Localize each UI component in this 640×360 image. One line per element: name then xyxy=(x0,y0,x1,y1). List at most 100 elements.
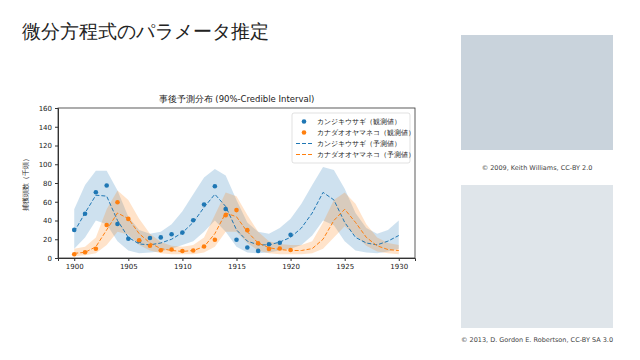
tick-label: 1925 xyxy=(336,263,354,271)
observed-point xyxy=(180,230,185,235)
observed-point xyxy=(169,232,174,237)
tick-mark xyxy=(237,258,238,261)
tick-label: 1900 xyxy=(66,263,84,271)
tick: 1920 xyxy=(282,258,300,271)
chart: 事後予測分布 (90%-Credible Interval) 捕獲頭数（千頭） 19… xyxy=(22,94,416,271)
observed-point xyxy=(223,213,228,218)
y-axis-title: 捕獲頭数（千頭） xyxy=(22,155,30,211)
observed-point xyxy=(94,247,99,252)
prediction-line xyxy=(74,209,399,253)
legend-marker xyxy=(302,130,307,135)
tick: 40 xyxy=(43,217,58,225)
tick-mark xyxy=(55,221,58,222)
photo-credit: © 2009, Keith Williams, CC-BY 2.0 xyxy=(482,164,593,172)
observed-point xyxy=(158,235,163,240)
observed-point xyxy=(148,236,153,241)
tick: 0 xyxy=(48,255,58,263)
observed-point xyxy=(191,248,196,253)
observed-point xyxy=(104,223,109,228)
photo-placeholder xyxy=(461,185,613,328)
tick: 1930 xyxy=(390,258,408,271)
observed-point xyxy=(202,244,207,249)
tick-mark xyxy=(55,239,58,240)
tick-label: 160 xyxy=(39,105,52,113)
credible-band xyxy=(74,191,399,257)
observed-point xyxy=(83,211,88,216)
tick-label: 20 xyxy=(43,236,52,244)
tick: 1925 xyxy=(336,258,354,271)
observed-point xyxy=(288,233,293,238)
tick-label: 1930 xyxy=(390,263,408,271)
legend-label: カンジキウサギ（予測値） xyxy=(317,140,401,148)
prediction-line xyxy=(74,192,399,245)
observed-point xyxy=(137,239,142,244)
tick-label: 1905 xyxy=(120,263,138,271)
observed-point xyxy=(213,237,218,242)
tick-label: 1910 xyxy=(174,263,192,271)
legend-label: カナダオオヤマネコ（予測値） xyxy=(317,151,415,159)
legend: カンジキウサギ（観測値） カナダオオヤマネコ（観測値） カンジキウサギ（予測値） カナ… xyxy=(292,113,415,163)
tick-mark xyxy=(55,146,58,147)
tick-mark xyxy=(345,258,346,261)
observed-point xyxy=(245,245,250,250)
tick-mark xyxy=(55,108,58,109)
observed-point xyxy=(256,241,261,246)
observed-point xyxy=(104,183,109,188)
tick-mark xyxy=(291,258,292,261)
observed-point xyxy=(234,208,239,213)
observed-point xyxy=(126,217,131,222)
tick-mark xyxy=(399,258,400,261)
legend-line xyxy=(296,143,312,144)
tick: 120 xyxy=(39,142,58,150)
tick-label: 140 xyxy=(39,123,52,131)
tick-label: 40 xyxy=(43,217,52,225)
observed-point xyxy=(83,250,88,255)
observed-point xyxy=(267,242,272,247)
observed-point xyxy=(202,202,207,207)
tick: 160 xyxy=(39,105,58,113)
tick-label: 120 xyxy=(39,142,52,150)
legend-marker xyxy=(302,119,307,124)
observed-point xyxy=(191,218,196,223)
tick-mark xyxy=(55,258,58,259)
tick: 20 xyxy=(43,236,58,244)
tick-mark xyxy=(74,258,75,261)
tick-label: 1915 xyxy=(228,263,246,271)
tick-mark xyxy=(55,164,58,165)
chart-title: 事後予測分布 (90%-Credible Interval) xyxy=(159,94,315,104)
tick-label: 0 xyxy=(48,255,52,263)
legend-label: カナダオオヤマネコ（観測値） xyxy=(317,129,415,137)
slide-title: 微分方程式のパラメータ推定 xyxy=(22,20,269,42)
observed-point xyxy=(277,241,282,246)
axis-line xyxy=(55,109,59,259)
tick: 1910 xyxy=(174,258,192,271)
tick-mark xyxy=(182,258,183,261)
observed-point xyxy=(245,228,250,233)
tick: 1915 xyxy=(228,258,246,271)
tick: 1905 xyxy=(120,258,138,271)
observed-point xyxy=(288,248,293,253)
observed-point xyxy=(277,246,282,251)
observed-point xyxy=(148,244,153,249)
tick: 1900 xyxy=(66,258,84,271)
tick-label: 1920 xyxy=(282,263,300,271)
marks xyxy=(72,167,399,256)
legend-label: カンジキウサギ（観測値） xyxy=(317,118,401,126)
tick: 60 xyxy=(43,198,58,206)
tick: 140 xyxy=(39,123,58,131)
observed-point xyxy=(72,252,77,257)
observed-point xyxy=(213,184,218,189)
legend-line xyxy=(296,154,312,155)
x-axis: 1900 1905 1910 1915 1920 1925 1930 xyxy=(59,258,416,271)
observed-point xyxy=(94,190,99,195)
observed-point xyxy=(137,238,142,243)
observed-point xyxy=(126,236,131,241)
observed-point xyxy=(72,228,77,233)
axis-line xyxy=(59,259,416,262)
plot-frame xyxy=(58,108,415,258)
observed-point xyxy=(180,249,185,254)
tick: 100 xyxy=(39,161,58,169)
observed-point xyxy=(115,200,120,205)
photo-placeholder xyxy=(461,35,613,150)
tick: 80 xyxy=(43,180,58,188)
